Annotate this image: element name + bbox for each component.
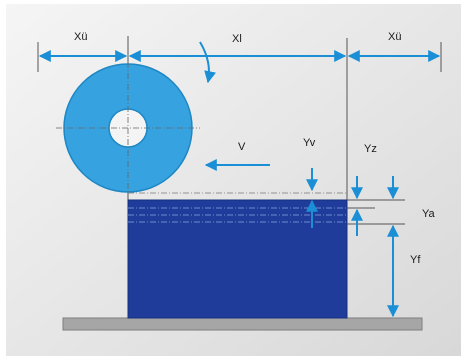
label-xu-right: Xü bbox=[388, 31, 401, 43]
label-yz: Yz bbox=[364, 143, 377, 155]
label-yf: Yf bbox=[410, 254, 421, 266]
label-v: V bbox=[238, 141, 246, 153]
label-ya: Ya bbox=[422, 208, 436, 220]
label-xu-left: Xü bbox=[74, 31, 87, 43]
label-yv: Yv bbox=[303, 137, 316, 149]
roller bbox=[56, 62, 200, 194]
label-xl: Xl bbox=[232, 33, 242, 45]
rotation-arrow bbox=[199, 41, 216, 84]
workpiece-block bbox=[127, 199, 348, 319]
base-plate bbox=[62, 317, 423, 331]
